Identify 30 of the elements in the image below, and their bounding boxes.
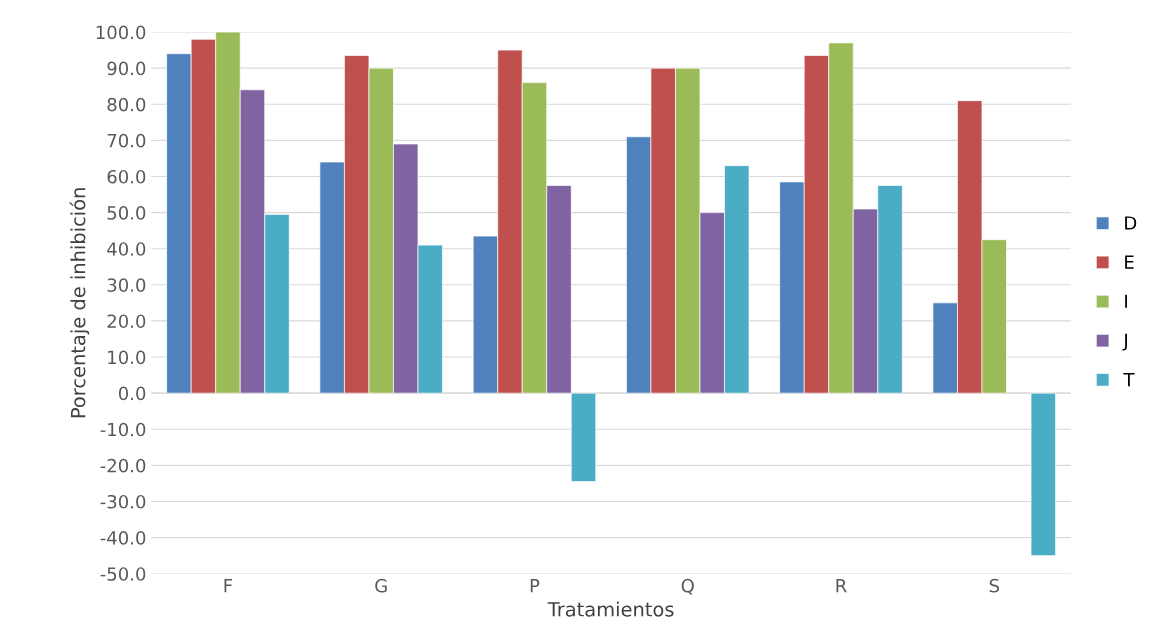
y-tick-label: 40.0 <box>107 242 146 256</box>
y-tick-label: 100.0 <box>96 25 146 40</box>
bar <box>1030 392 1056 556</box>
y-tick-label: 60.0 <box>107 169 146 184</box>
x-tick-label: R <box>836 579 847 593</box>
y-tick-label: 50.0 <box>107 206 146 220</box>
legend-label: I <box>1125 294 1127 308</box>
legend-label: D <box>1125 216 1137 230</box>
y-tick-label: 20.0 <box>107 314 146 329</box>
y-tick-label: -30.0 <box>100 494 146 509</box>
y-tick-label: 10.0 <box>108 350 146 365</box>
y-tick-label: 0.0 <box>118 386 146 401</box>
y-tick-label: -20.0 <box>100 458 146 473</box>
x-tick-label: F <box>224 579 233 593</box>
y-tick-label: -10.0 <box>100 422 146 437</box>
y-tick-label: 90.0 <box>107 61 146 76</box>
x-tick-label: S <box>989 578 999 593</box>
y-tick-label: 80.0 <box>107 97 146 112</box>
x-tick-label: P <box>530 579 540 593</box>
y-tick-label: -50.0 <box>100 567 146 581</box>
y-axis-title: Porcentaje de inhibición <box>69 188 90 418</box>
x-tick-label: Q <box>681 578 694 595</box>
legend-label: T <box>1123 372 1135 387</box>
y-tick-label: -40.0 <box>100 531 146 545</box>
legend-label: E <box>1125 255 1134 269</box>
x-axis-title: Tratamientos <box>547 601 674 617</box>
x-tick-label: G <box>375 578 387 593</box>
legend-label: J <box>1122 333 1127 351</box>
y-tick-label: 70.0 <box>107 133 146 148</box>
y-tick-label: 30.0 <box>107 278 146 292</box>
